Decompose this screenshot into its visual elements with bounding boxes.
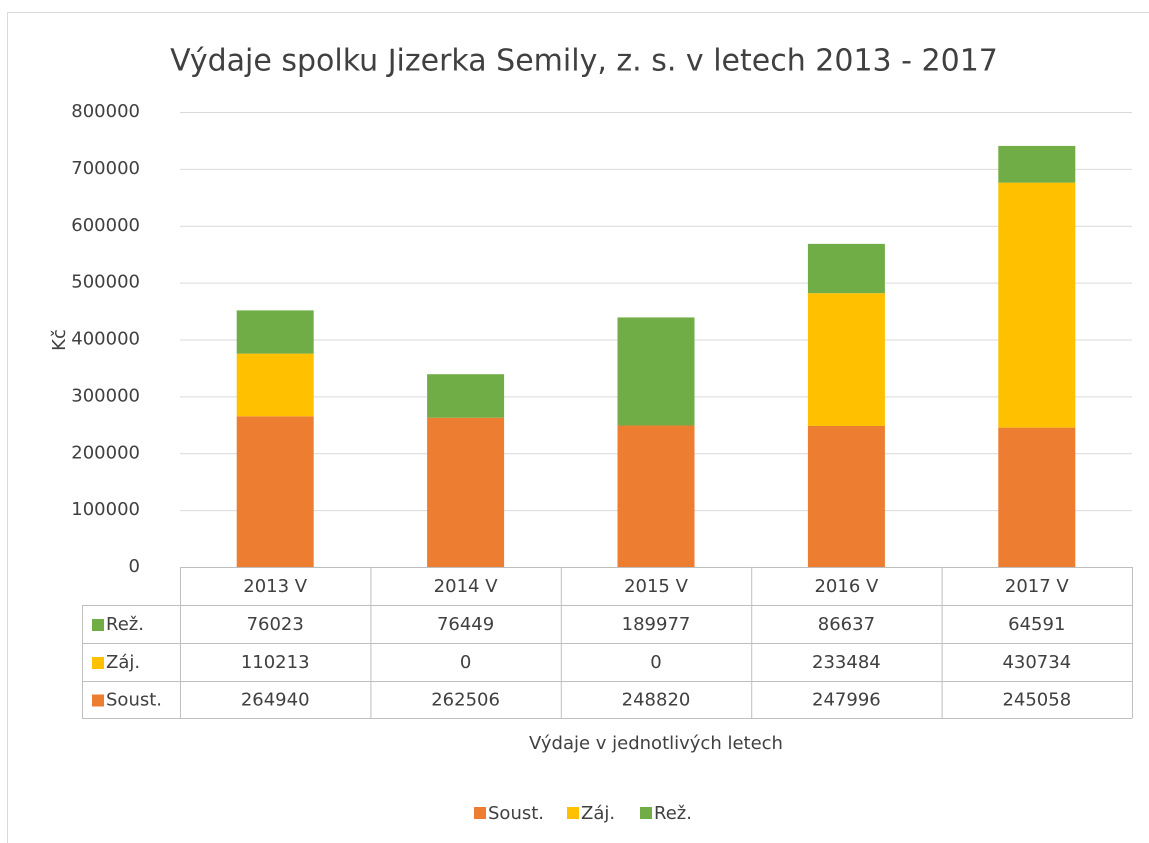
table-value: 86637	[818, 614, 875, 635]
x-tick-label: 2014 V	[434, 576, 499, 597]
y-tick-label: 0	[129, 556, 140, 577]
bar-segment	[807, 293, 885, 426]
bar-segment	[427, 374, 505, 418]
y-tick-label: 500000	[71, 272, 140, 293]
table-row-label: Soust.	[106, 690, 162, 711]
table-row-label: Záj.	[106, 652, 140, 673]
y-tick-label: 200000	[71, 442, 140, 463]
y-tick-label: 400000	[71, 329, 140, 350]
table-value: 110213	[241, 652, 310, 673]
table-value: 245058	[1002, 690, 1071, 711]
table-value: 264940	[241, 690, 310, 711]
bar-segment	[236, 310, 314, 354]
bar-segment	[998, 182, 1076, 428]
bar-segment	[617, 425, 695, 567]
legend-key	[474, 807, 486, 819]
table-legend-key	[92, 657, 104, 669]
legend-key	[640, 807, 652, 819]
bar-segment	[998, 427, 1076, 567]
bar-segment	[807, 243, 885, 294]
x-tick-label: 2015 V	[624, 576, 689, 597]
bar-segment	[807, 425, 885, 567]
y-tick-label: 800000	[71, 101, 140, 122]
y-tick-label: 700000	[71, 158, 140, 179]
table-value: 76449	[437, 614, 494, 635]
x-axis-title: Výdaje v jednotlivých letech	[529, 733, 783, 754]
table-value: 430734	[1002, 652, 1071, 673]
legend-label: Záj.	[581, 803, 615, 824]
table-value: 262506	[431, 690, 500, 711]
table-legend-key	[92, 694, 104, 707]
x-tick-label: 2016 V	[814, 576, 879, 597]
table-row-label: Rež.	[106, 614, 144, 635]
table-value: 247996	[812, 690, 881, 711]
chart-title: Výdaje spolku Jizerka Semily, z. s. v le…	[170, 44, 998, 79]
bar-segment	[236, 353, 314, 417]
table-value: 76023	[247, 614, 304, 635]
bar-segment	[236, 416, 314, 567]
y-tick-label: 300000	[71, 385, 140, 406]
table-value: 64591	[1008, 614, 1065, 635]
x-tick-label: 2013 V	[243, 576, 308, 597]
table-value: 248820	[622, 690, 691, 711]
legend-label: Rež.	[654, 803, 692, 824]
bar-segment	[427, 417, 505, 567]
table-value: 0	[460, 652, 471, 673]
legend-key	[567, 807, 579, 819]
y-tick-label: 100000	[71, 499, 140, 520]
table-legend-key	[92, 619, 104, 631]
bar-segment	[998, 145, 1076, 183]
y-tick-label: 600000	[71, 215, 140, 236]
legend-label: Soust.	[488, 803, 544, 824]
table-value: 189977	[622, 614, 691, 635]
table-value: 233484	[812, 652, 881, 673]
table-value: 0	[650, 652, 661, 673]
x-tick-label: 2017 V	[1005, 576, 1070, 597]
bar-segment	[617, 317, 695, 426]
y-axis-title: Kč	[49, 329, 70, 351]
